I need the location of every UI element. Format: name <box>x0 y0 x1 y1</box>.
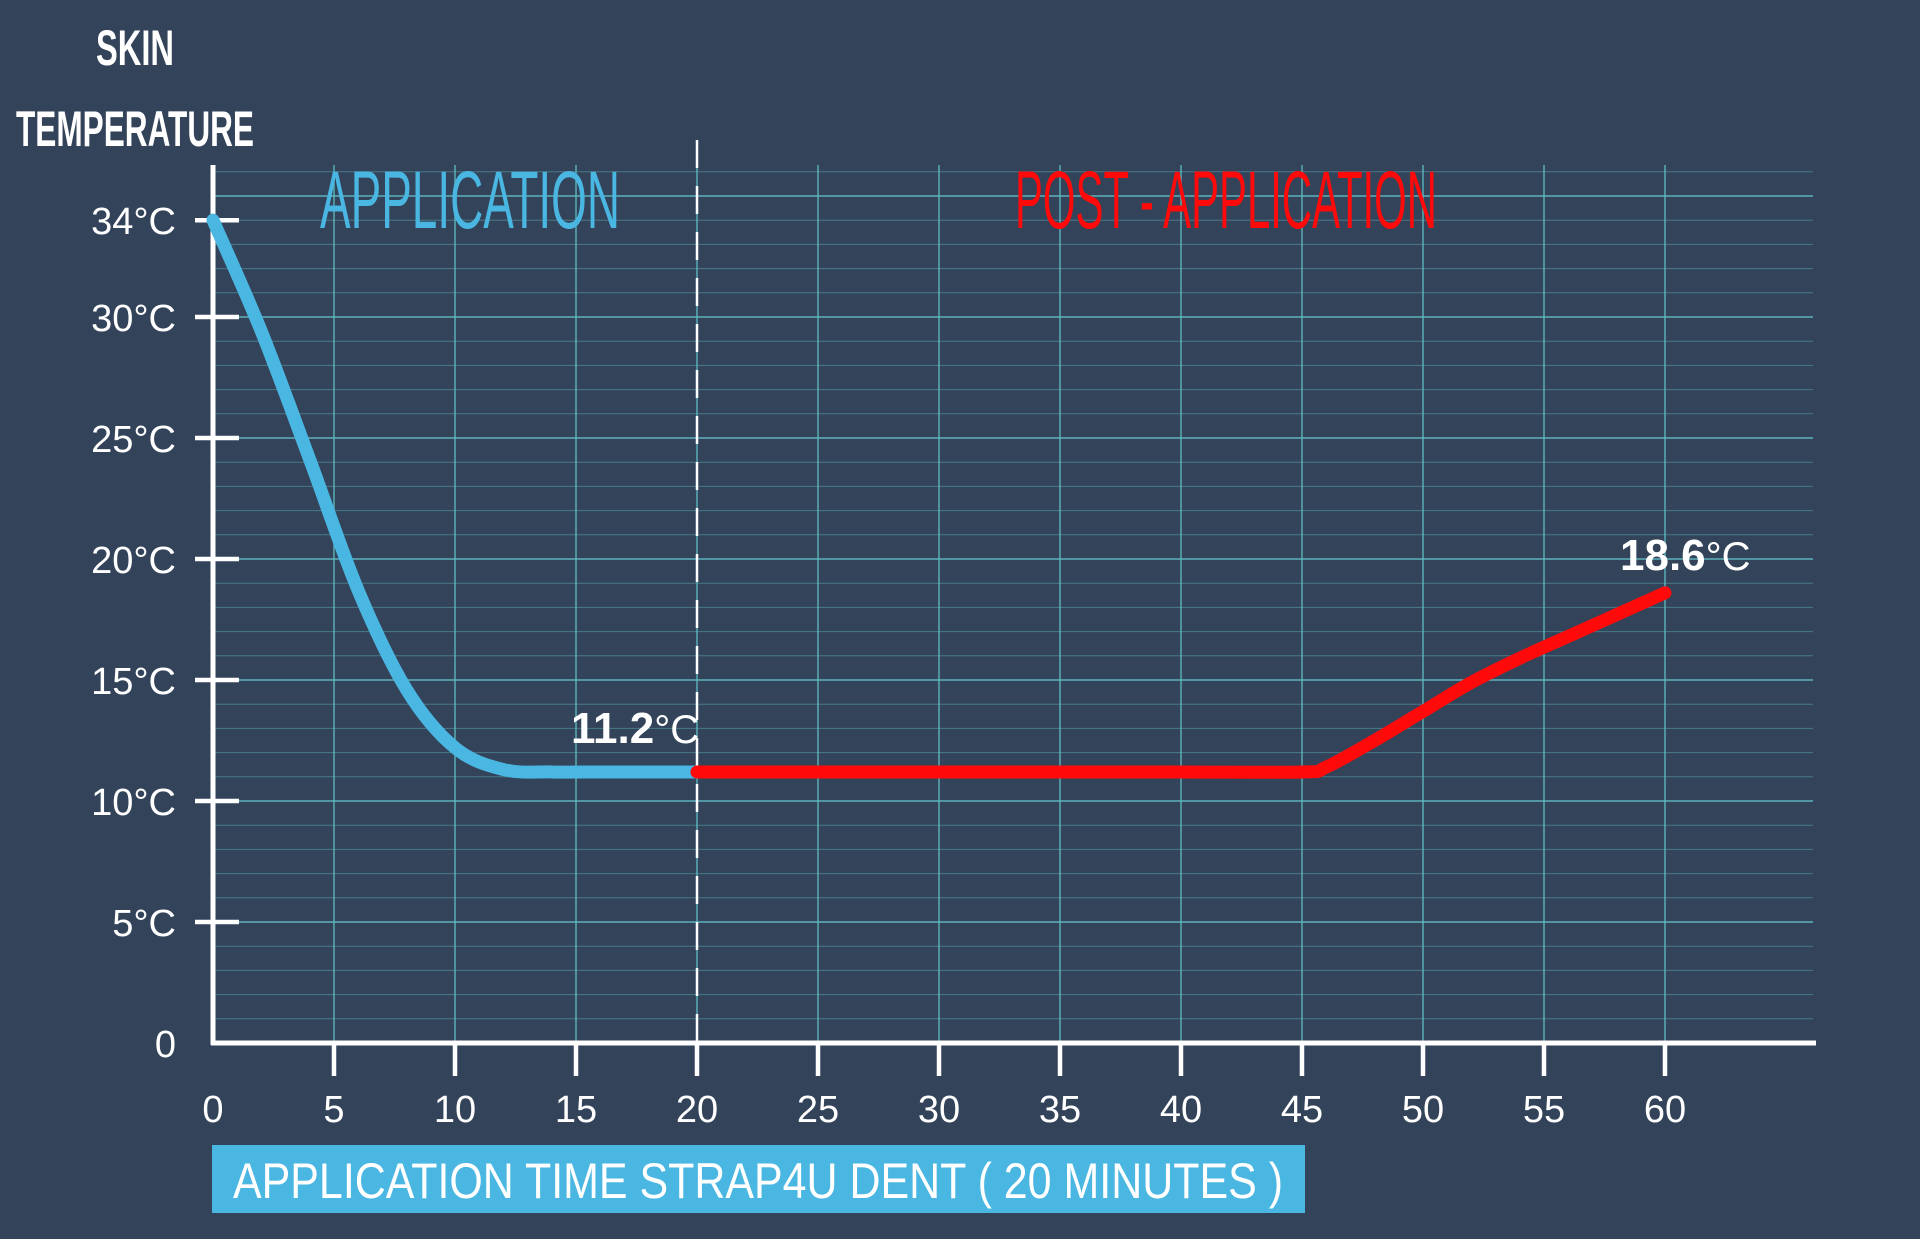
y-tick-label: 10°C <box>91 782 176 824</box>
series <box>206 213 1672 779</box>
footer-badge-text: APPLICATION TIME STRAP4U DENT ( 20 MINUT… <box>233 1153 1283 1209</box>
y-tick-label: 34°C <box>91 201 176 243</box>
data-label: 18.6°C <box>1620 531 1751 580</box>
phase-label-application: APPLICATION <box>320 155 620 246</box>
axes <box>195 140 1816 1076</box>
x-tick-label: 25 <box>797 1089 839 1131</box>
x-tick-label: 35 <box>1039 1089 1081 1131</box>
data-label-unit: °C <box>654 708 699 752</box>
x-tick-label: 45 <box>1281 1089 1323 1131</box>
data-label-unit: °C <box>1706 535 1751 579</box>
y-tick-label: 15°C <box>91 661 176 703</box>
x-tick-label: 60 <box>1644 1089 1686 1131</box>
y-axis-title-line1: SKIN <box>96 20 174 76</box>
grid <box>213 165 1813 1043</box>
series-line-post-application <box>690 586 1672 779</box>
y-tick-label: 20°C <box>91 540 176 582</box>
x-tick-label: 50 <box>1402 1089 1444 1131</box>
y-tick-label: 30°C <box>91 298 176 340</box>
series-line-application <box>206 213 704 779</box>
x-tick-label: 40 <box>1160 1089 1202 1131</box>
y-tick-label: 5°C <box>112 903 176 945</box>
x-tick-label: 15 <box>555 1089 597 1131</box>
x-tick-label: 30 <box>918 1089 960 1131</box>
data-label: 11.2°C <box>571 704 699 753</box>
data-label-value: 18.6 <box>1620 531 1706 580</box>
y-tick-label: 0 <box>155 1024 176 1066</box>
labels: 05°C10°C15°C20°C25°C30°C34°C0 5 10 15 20 25 30… <box>16 20 1751 1213</box>
x-tick-label: 5 <box>323 1089 344 1131</box>
x-tick-label: 0 <box>202 1089 223 1131</box>
phase-label-post-application: POST - APPLICATION <box>1015 155 1437 246</box>
x-tick-label: 55 <box>1523 1089 1565 1131</box>
y-tick-label: 25°C <box>91 419 176 461</box>
x-tick-label: 10 <box>434 1089 476 1131</box>
footer-badge <box>212 1145 1305 1213</box>
y-axis-title-line2: TEMPERATURE <box>16 101 254 157</box>
data-label-value: 11.2 <box>571 704 654 753</box>
x-tick-label: 20 <box>676 1089 718 1131</box>
